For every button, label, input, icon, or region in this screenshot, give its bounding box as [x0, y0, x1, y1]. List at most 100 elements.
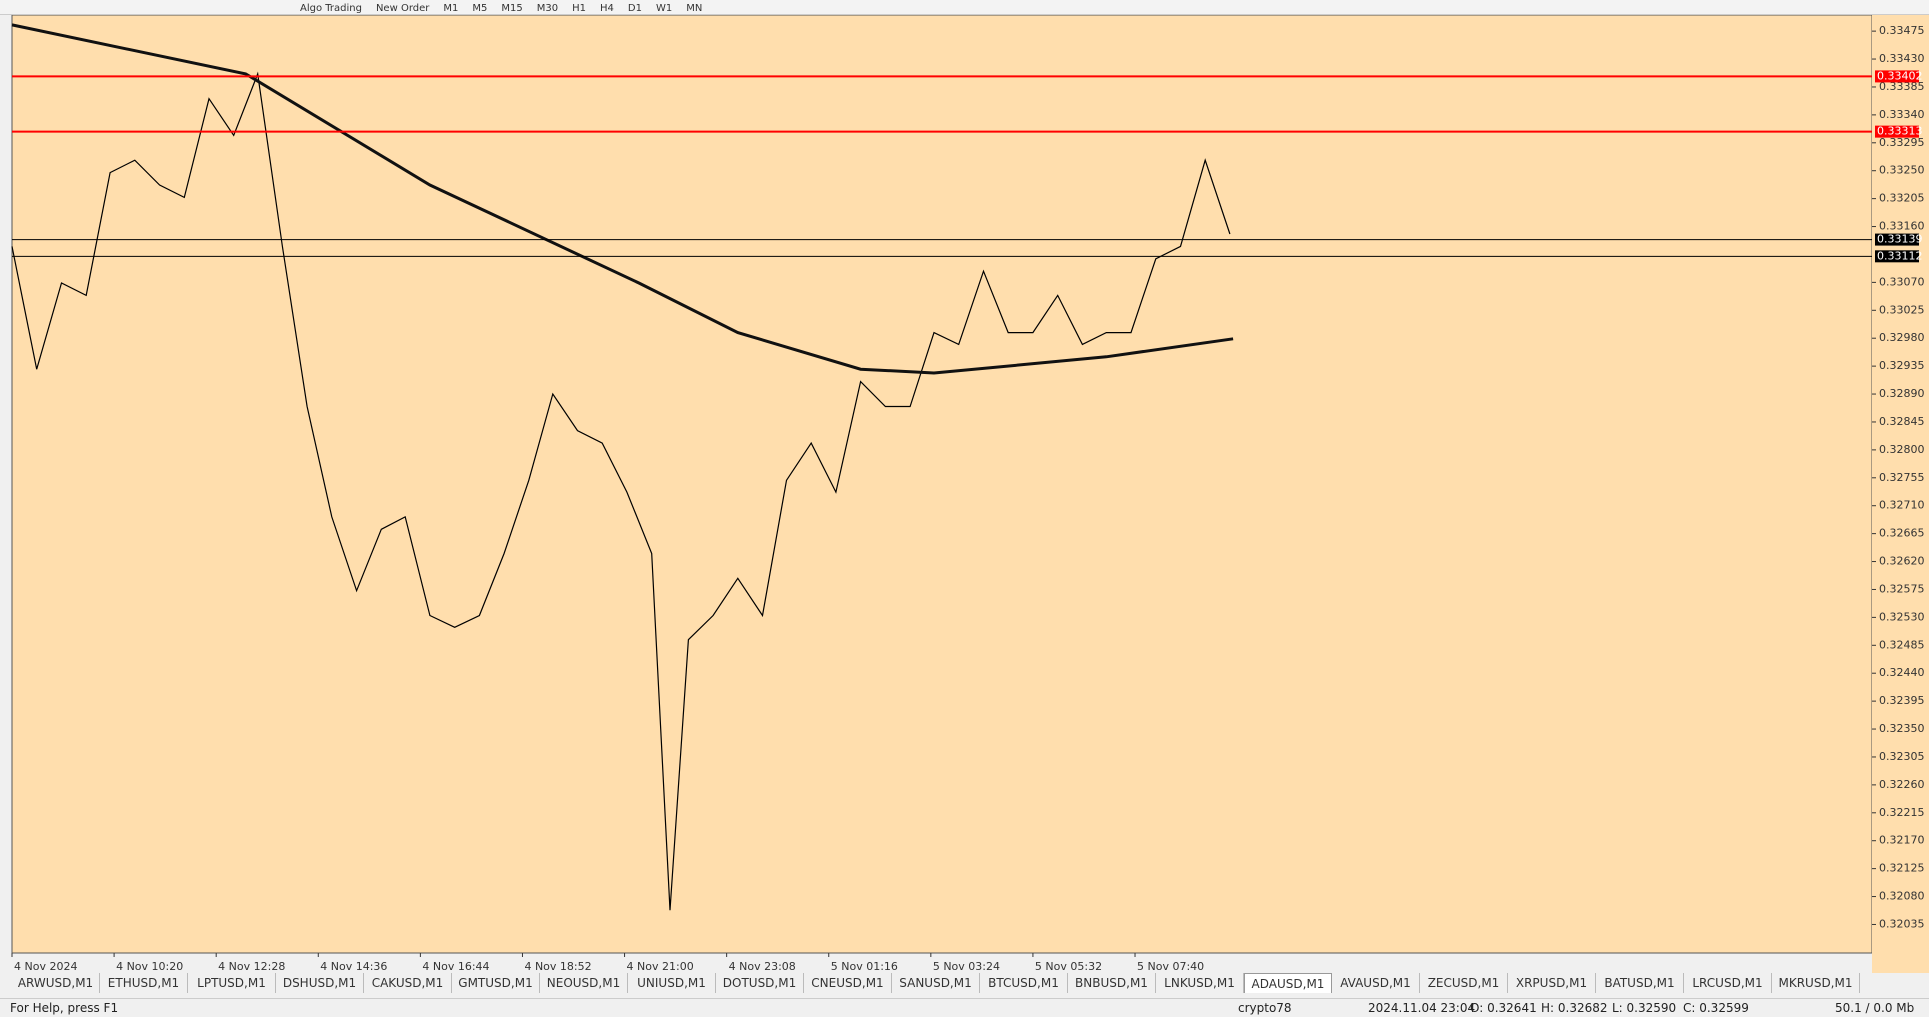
y-tick-label: 0.32440: [1879, 666, 1925, 679]
y-tick-label: 0.32215: [1879, 806, 1925, 819]
symbol-tab[interactable]: DOTUSD,M1: [716, 973, 804, 993]
timeframe-button[interactable]: M5: [472, 3, 488, 14]
x-tick-label: 5 Nov 01:16: [831, 960, 898, 973]
low: L: 0.32590: [1612, 1001, 1677, 1015]
memory: 50.1 / 0.0 Mb: [1835, 1001, 1915, 1015]
y-tick-label: 0.32890: [1879, 387, 1925, 400]
symbol-tab[interactable]: AVAUSD,M1: [1332, 973, 1420, 993]
y-tick-label: 0.32350: [1879, 722, 1925, 735]
symbol-tab[interactable]: LPTUSD,M1: [188, 973, 276, 993]
price-line: [11, 71, 1231, 911]
y-tick-label: 0.33385: [1879, 80, 1925, 93]
profile: crypto78: [1238, 1001, 1292, 1015]
price-label-box: [1875, 70, 1919, 83]
timeframe-button[interactable]: M1: [443, 3, 459, 14]
y-tick-label: 0.32485: [1879, 638, 1925, 651]
y-tick-label: 0.32575: [1879, 582, 1925, 595]
timeframe-button[interactable]: M30: [536, 3, 559, 14]
toolbar-button[interactable]: New Order: [375, 3, 430, 14]
y-tick-label: 0.33070: [1879, 275, 1925, 288]
x-tick-label: 4 Nov 10:20: [116, 960, 183, 973]
x-tick-label: 5 Nov 03:24: [933, 960, 1000, 973]
chart: 0.33475 0.33430 0.33385 0.33340 0.33295 0.332…: [11, 15, 1929, 973]
timeframe-button[interactable]: D1: [627, 3, 642, 14]
price-label-box: [1875, 125, 1919, 138]
y-tick-label: 0.32530: [1879, 610, 1925, 623]
symbol-tab[interactable]: BATUSD,M1: [1596, 973, 1684, 993]
x-tick-label: 4 Nov 21:00: [627, 960, 694, 973]
symbol-tab[interactable]: BTCUSD,M1: [980, 973, 1068, 993]
y-tick-label: 0.32260: [1879, 778, 1925, 791]
y-tick-label: 0.32620: [1879, 555, 1925, 568]
x-tick-label: 4 Nov 14:36: [320, 960, 387, 973]
y-tick-label: 0.33340: [1879, 108, 1925, 121]
price-label: 0.33139: [1877, 233, 1923, 246]
symbol-tab[interactable]: LNKUSD,M1: [1156, 973, 1244, 993]
symbol-tab[interactable]: MKRUSD,M1: [1772, 973, 1860, 993]
high: H: 0.32682: [1541, 1001, 1608, 1015]
toolbar: Algo Trading New Order M1 M5 M15 M30 H1 H4 D1 W1 M…: [0, 0, 1929, 15]
symbol-tab[interactable]: ETHUSD,M1: [100, 973, 188, 993]
timeframe-button[interactable]: M15: [501, 3, 523, 14]
y-tick-label: 0.32035: [1879, 917, 1925, 930]
y-tick-label: 0.33475: [1879, 24, 1925, 37]
timeframe-button[interactable]: H1: [572, 3, 586, 14]
y-tick-label: 0.33430: [1879, 52, 1925, 65]
y-tick-label: 0.32845: [1879, 415, 1925, 428]
toolbar-button[interactable]: Algo Trading: [300, 3, 362, 14]
symbol-tab[interactable]: LRCUSD,M1: [1684, 973, 1772, 993]
x-tick-label: 5 Nov 07:40: [1137, 960, 1204, 973]
price-axis: [1872, 15, 1929, 973]
x-tick-label: 4 Nov 23:08: [729, 960, 796, 973]
symbol-tab[interactable]: DSHUSD,M1: [276, 973, 364, 993]
symbol-tab[interactable]: BNBUSD,M1: [1068, 973, 1156, 993]
y-tick-label: 0.32125: [1879, 862, 1925, 875]
y-tick-label: 0.32800: [1879, 443, 1925, 456]
price-label: 0.33112: [1877, 249, 1923, 262]
y-tick-label: 0.32665: [1879, 527, 1925, 540]
price-line: [11, 23, 1234, 375]
symbol-tab[interactable]: NEOUSD,M1: [540, 973, 628, 993]
x-tick-label: 4 Nov 12:28: [218, 960, 285, 973]
status-bar: For Help, press F1 crypto78 2024.11.04 2…: [0, 998, 1929, 1017]
x-tick-label: 4 Nov 2024: [14, 960, 77, 973]
y-tick-label: 0.33205: [1879, 192, 1925, 205]
y-tick-label: 0.32755: [1879, 471, 1925, 484]
y-tick-label: 0.33295: [1879, 136, 1925, 149]
y-tick-label: 0.32170: [1879, 834, 1925, 847]
timeframe-button[interactable]: W1: [655, 3, 673, 14]
price-label: 0.33313: [1877, 125, 1923, 138]
price-label-box: [1875, 233, 1919, 246]
symbol-tab[interactable]: XRPUSD,M1: [1508, 973, 1596, 993]
help-text: For Help, press F1: [10, 1001, 119, 1015]
time: 2024.11.04 23:04: [1368, 1001, 1476, 1015]
symbol-tab[interactable]: SANUSD,M1: [892, 973, 980, 993]
symbol-tab[interactable]: GMTUSD,M1: [452, 973, 540, 993]
y-tick-label: 0.32395: [1879, 694, 1925, 707]
symbol-tab[interactable]: CNEUSD,M1: [804, 973, 892, 993]
symbol-tab[interactable]: CAKUSD,M1: [364, 973, 452, 993]
symbol-tabs: ARWUSD,M1 ETHUSD,M1 LPTUSD,M1 DSHUSD,M1 CAKU…: [12, 973, 1917, 993]
price-label: 0.33402: [1877, 69, 1923, 82]
y-tick-label: 0.33025: [1879, 303, 1925, 316]
x-tick-label: 5 Nov 05:32: [1035, 960, 1102, 973]
plot-area: [11, 15, 1873, 954]
open: O: 0.32641: [1470, 1001, 1537, 1015]
y-tick-label: 0.32935: [1879, 359, 1925, 372]
x-tick-label: 4 Nov 18:52: [524, 960, 591, 973]
y-tick-label: 0.32980: [1879, 331, 1925, 344]
x-tick-label: 4 Nov 16:44: [422, 960, 489, 973]
symbol-tab[interactable]: ZECUSD,M1: [1420, 973, 1508, 993]
y-tick-label: 0.32080: [1879, 890, 1925, 903]
close: C: 0.32599: [1683, 1001, 1749, 1015]
symbol-tab[interactable]: ADAUSD,M1: [1244, 973, 1332, 993]
timeframe-button[interactable]: H4: [599, 3, 614, 14]
symbol-tab[interactable]: UNIUSD,M1: [628, 973, 716, 993]
timeframe-button[interactable]: MN: [686, 3, 703, 14]
symbol-tab[interactable]: ARWUSD,M1: [12, 973, 100, 993]
y-tick-label: 0.33250: [1879, 164, 1925, 177]
price-label-box: [1875, 250, 1919, 263]
y-tick-label: 0.33160: [1879, 220, 1925, 233]
y-tick-label: 0.32305: [1879, 750, 1925, 763]
